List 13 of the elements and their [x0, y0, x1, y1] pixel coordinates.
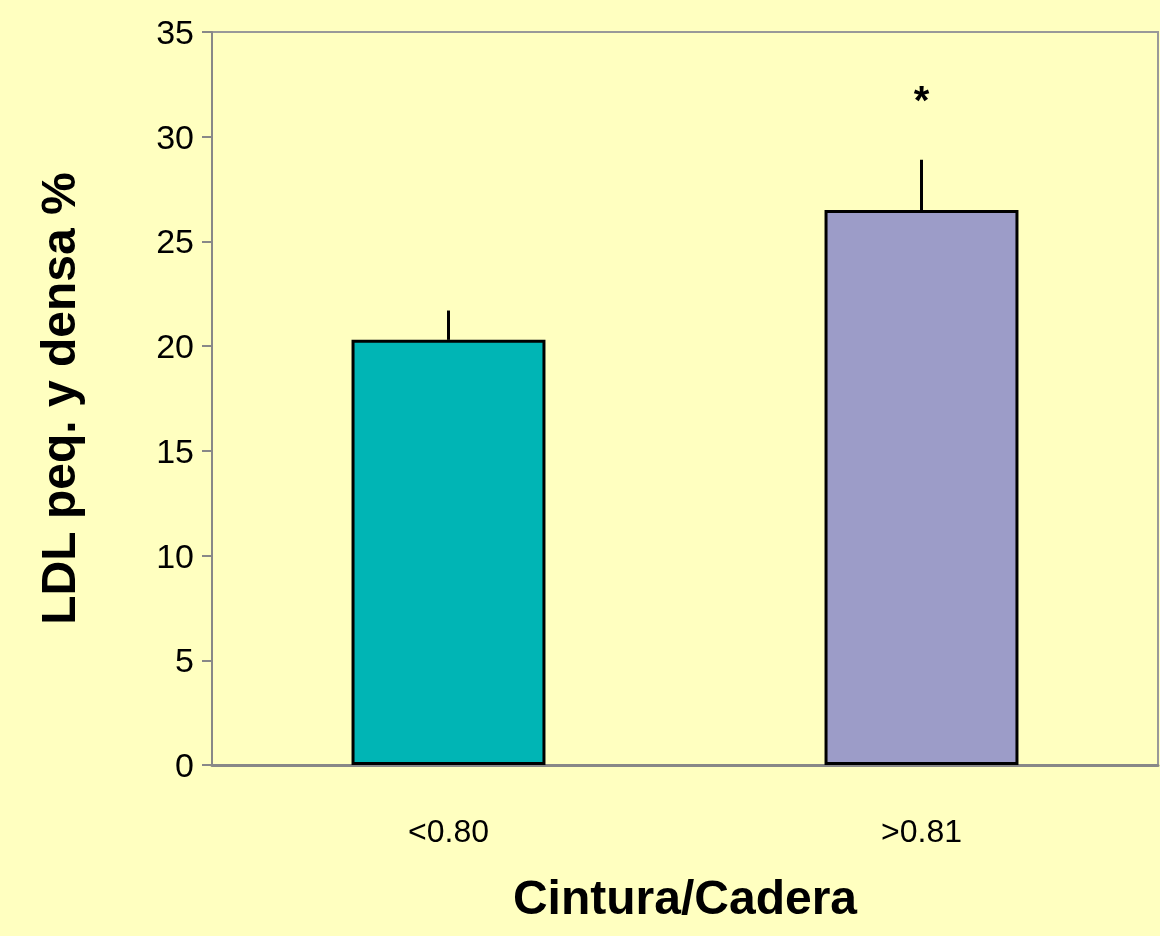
- x-tick-label: <0.80: [408, 813, 489, 849]
- y-tick-label: 35: [156, 13, 194, 51]
- y-tick-label: 0: [175, 746, 194, 784]
- y-tick-label: 20: [156, 327, 194, 366]
- y-tick-label: 25: [156, 222, 194, 261]
- y-axis-title: LDL peq. y densa %: [31, 172, 85, 625]
- x-tick-label: >0.81: [881, 813, 962, 849]
- annotation: *: [913, 77, 930, 122]
- y-tick-label: 10: [156, 536, 194, 575]
- y-tick-label: 30: [156, 117, 194, 156]
- y-tick-label: 5: [175, 641, 194, 680]
- x-axis-title: Cintura/Cadera: [512, 870, 858, 924]
- y-tick-label: 15: [156, 431, 194, 470]
